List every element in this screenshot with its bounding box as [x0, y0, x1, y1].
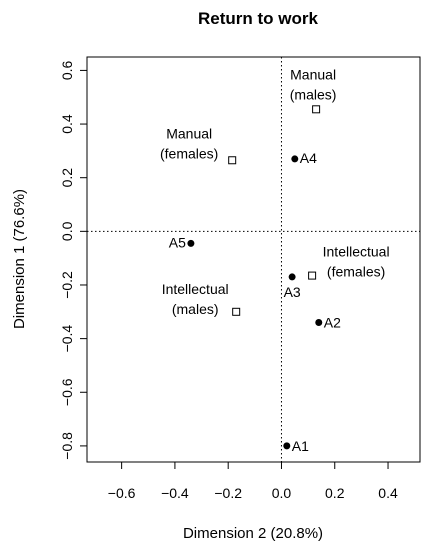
point-label: Intellectual (females) [323, 244, 390, 280]
point-label-line: Intellectual [323, 244, 390, 260]
point-label: Manual (males) [290, 66, 337, 102]
point-label: A4 [300, 150, 317, 166]
point-label-line: Intellectual [162, 281, 229, 297]
y-axis-label: Dimension 1 (76.6%) [11, 189, 28, 329]
point-label: Manual (females) [160, 125, 218, 161]
point-label: A5 [169, 234, 186, 250]
point-label-line: A1 [292, 438, 309, 454]
y-axis: −0.8 −0.6 −0.4 −0.2 0.0 0.2 0.4 0.6 [59, 60, 88, 460]
y-tick-label: 0.0 [59, 221, 75, 241]
point-label: A1 [292, 438, 309, 454]
y-tick-label: −0.6 [59, 378, 75, 406]
x-tick-label: −0.6 [108, 485, 136, 501]
y-tick-label: −0.4 [59, 325, 75, 353]
x-axis-label: Dimension 2 (20.8%) [183, 525, 323, 542]
point-label-line: A5 [169, 234, 186, 250]
point-marker [288, 273, 296, 281]
y-tick-label: −0.2 [59, 271, 75, 299]
x-tick-label: −0.4 [161, 485, 189, 501]
point-marker [228, 156, 237, 165]
x-tick-label: 0.2 [325, 485, 345, 501]
x-tick-label: −0.2 [214, 485, 242, 501]
point-marker [187, 239, 195, 247]
point-label-line: (females) [160, 145, 218, 161]
point-label: Intellectual (males) [162, 281, 229, 317]
point-label-line: (males) [290, 86, 337, 102]
y-tick-label: 0.6 [59, 60, 75, 80]
y-tick-label: −0.8 [59, 432, 75, 460]
point-label-line: Manual [166, 125, 212, 141]
point-label: A2 [324, 315, 341, 331]
x-tick-label: 0.0 [272, 485, 292, 501]
point-marker [312, 105, 321, 114]
point-label-line: (females) [327, 264, 385, 280]
reference-lines [87, 57, 420, 462]
x-axis: −0.6 −0.4 −0.2 0.0 0.2 0.4 [108, 461, 398, 501]
point-marker [283, 442, 291, 450]
point-marker [315, 319, 323, 327]
y-tick-label: 0.4 [59, 114, 75, 134]
point-marker [232, 307, 241, 316]
x-tick-label: 0.4 [378, 485, 398, 501]
point-label-line: A3 [284, 284, 301, 300]
point-label-line: A2 [324, 315, 341, 331]
y-tick-label: 0.2 [59, 168, 75, 188]
point-label-line: (males) [172, 301, 219, 317]
point-label-line: Manual [290, 66, 336, 82]
point-marker [291, 155, 299, 163]
point-label-line: A4 [300, 150, 317, 166]
point-marker [308, 271, 317, 280]
chart-title: Return to work [198, 9, 318, 28]
point-label: A3 [284, 284, 301, 300]
